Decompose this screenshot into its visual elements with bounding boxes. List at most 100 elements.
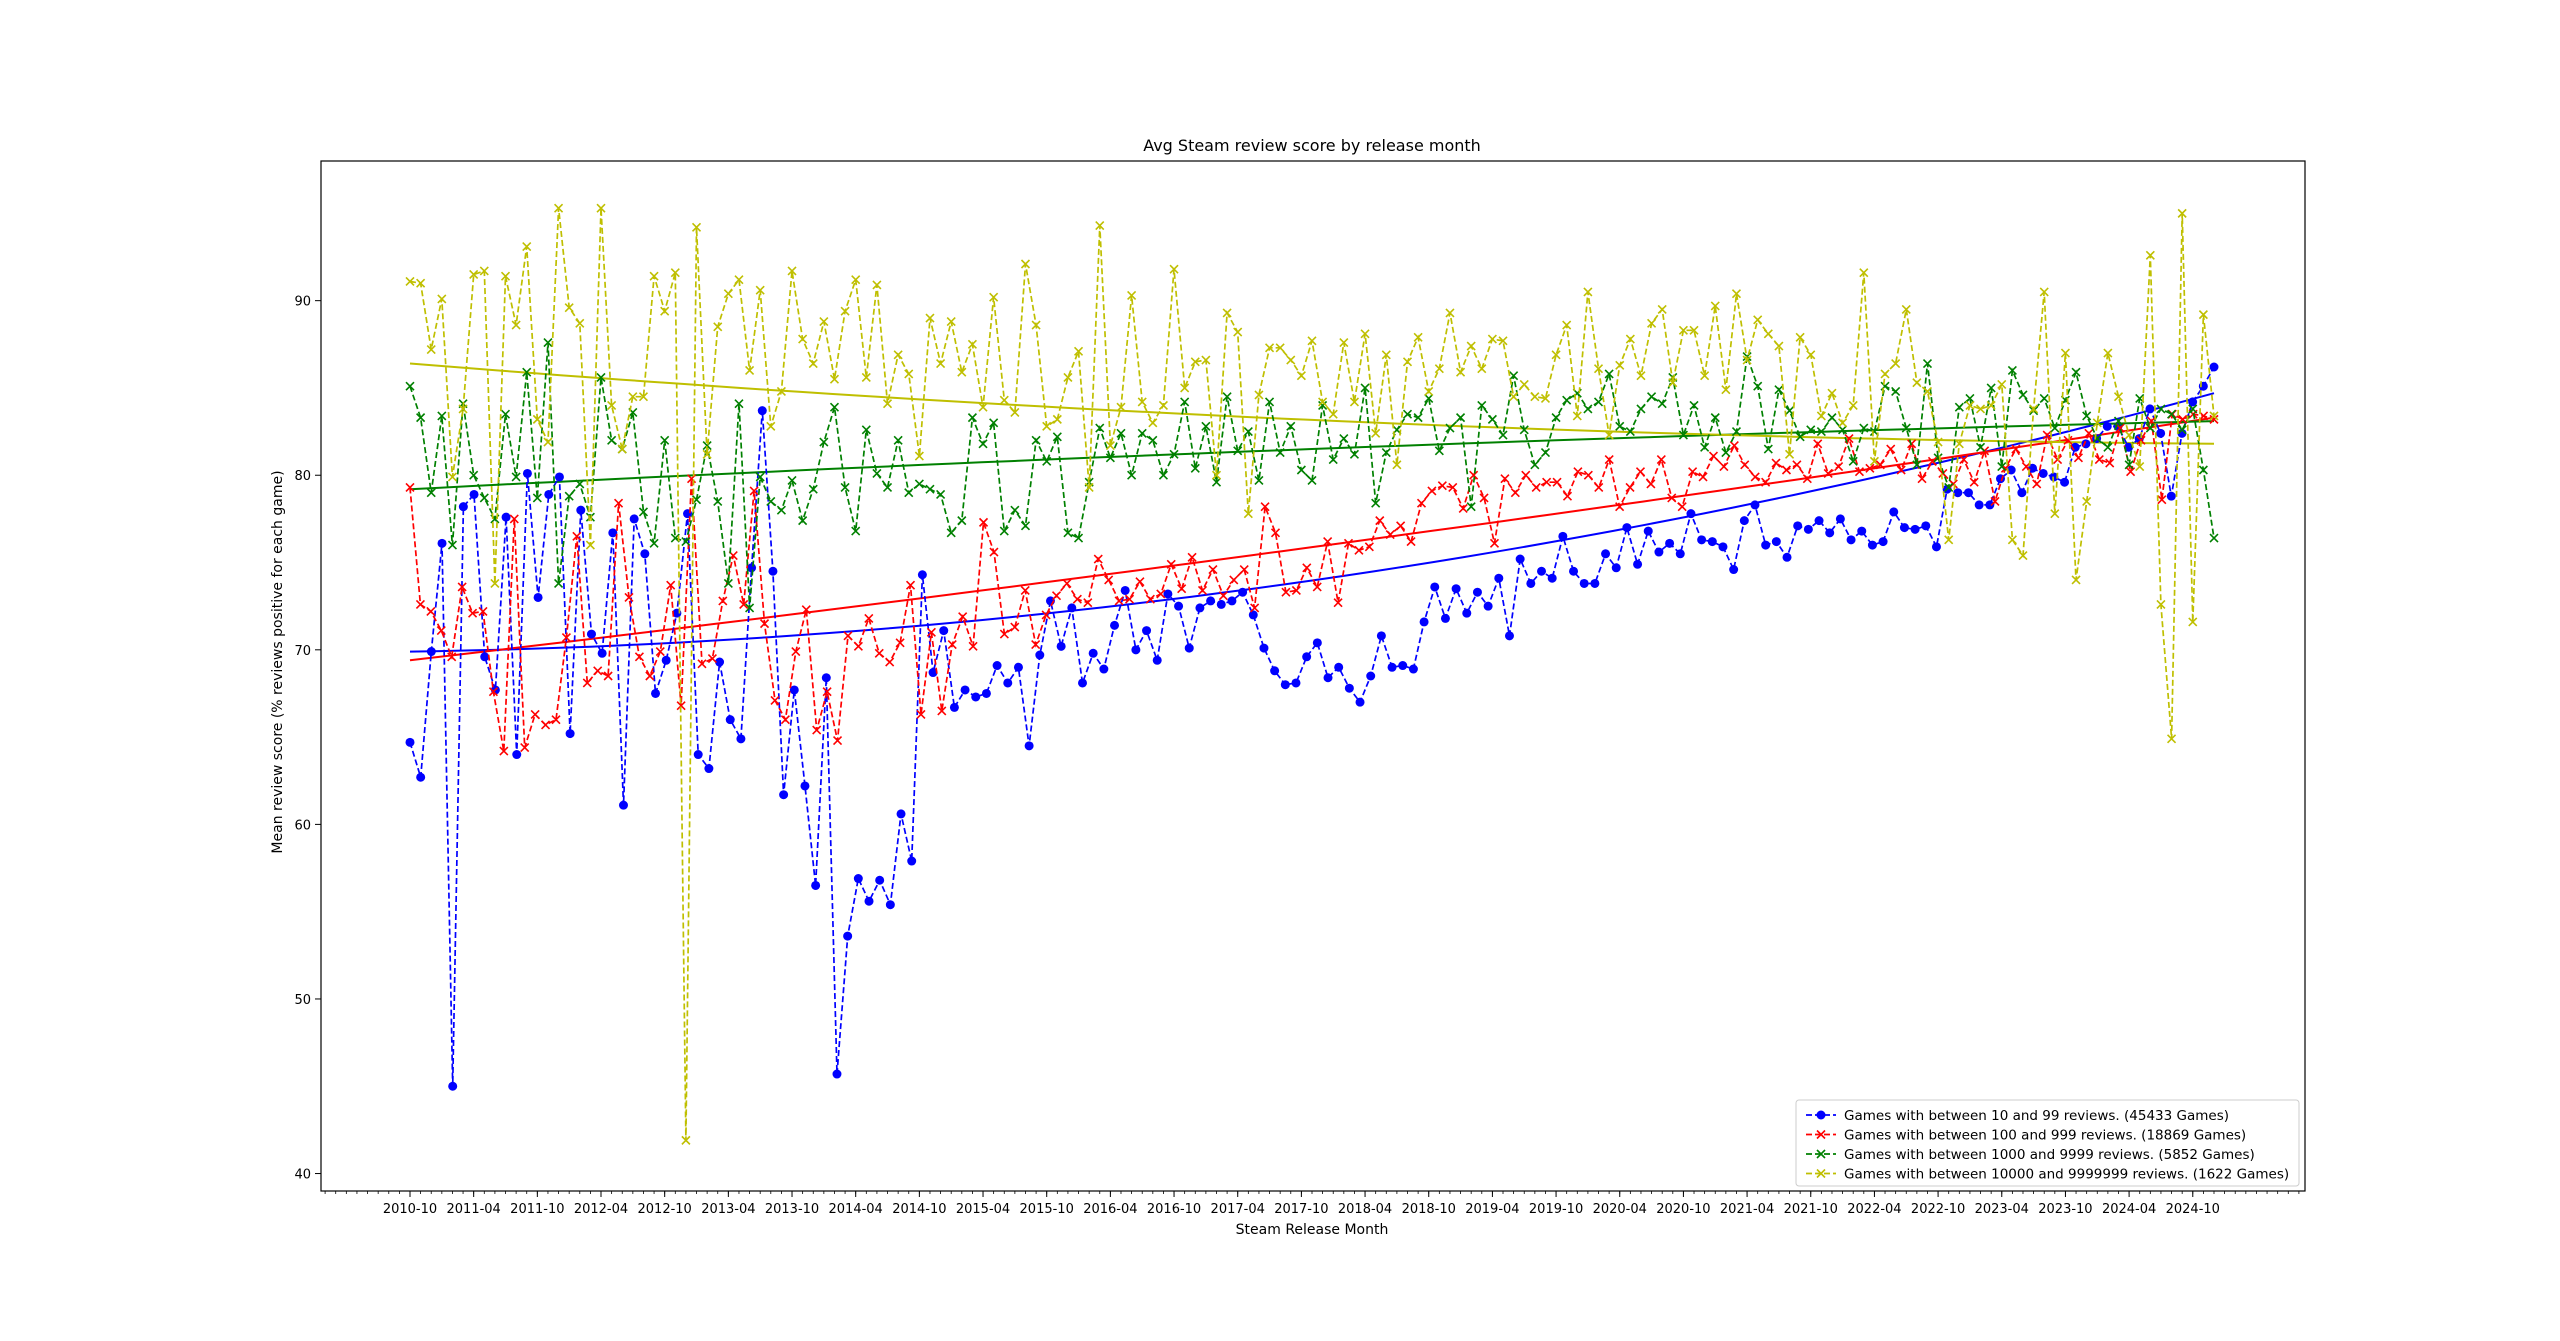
data-point <box>780 715 790 725</box>
data-point <box>713 322 723 332</box>
data-point <box>1180 383 1190 393</box>
data-point <box>1201 355 1211 365</box>
data-point <box>1753 315 1763 325</box>
data-point <box>1114 596 1124 606</box>
data-point <box>1774 341 1784 351</box>
data-point <box>2124 430 2134 440</box>
data-point <box>1583 287 1593 297</box>
data-point <box>812 725 822 735</box>
data-point <box>469 489 479 499</box>
data-point <box>2071 367 2081 377</box>
data-point <box>734 399 744 409</box>
data-point <box>1921 521 1931 531</box>
data-point <box>736 734 746 744</box>
data-point <box>561 633 571 643</box>
data-point <box>1572 411 1582 421</box>
x-tick-label: 2023-10 <box>2038 1202 2092 1217</box>
data-point <box>565 729 575 739</box>
data-point <box>925 484 935 494</box>
data-point <box>1381 447 1391 458</box>
data-point <box>660 306 670 316</box>
data-point <box>1445 308 1455 318</box>
data-point <box>2177 425 2187 435</box>
data-point <box>840 482 850 493</box>
data-point <box>2084 428 2094 438</box>
data-point <box>1334 662 1344 672</box>
data-point <box>1233 327 1243 337</box>
data-point <box>1965 393 1975 403</box>
data-point <box>1750 472 1760 482</box>
data-point <box>1190 357 1200 367</box>
data-point <box>1954 439 1964 449</box>
data-point <box>405 737 415 747</box>
data-point <box>702 449 712 459</box>
data-point <box>1625 427 1635 437</box>
data-point <box>1547 573 1557 583</box>
data-point <box>851 526 861 536</box>
data-point <box>447 540 458 550</box>
data-point <box>1542 477 1552 487</box>
data-point <box>1593 364 1604 374</box>
data-point <box>1124 594 1135 604</box>
data-point <box>1010 622 1020 632</box>
data-point <box>1376 631 1386 641</box>
legend-marker <box>1816 1129 1826 1140</box>
data-point <box>1656 454 1666 465</box>
data-point <box>1302 652 1312 662</box>
data-point <box>791 646 801 657</box>
data-point <box>715 657 725 667</box>
data-point <box>1413 332 1423 342</box>
data-point <box>1307 475 1317 486</box>
data-point <box>1339 434 1349 444</box>
data-point <box>447 472 458 482</box>
data-point <box>480 652 490 662</box>
data-point <box>553 578 564 589</box>
data-point <box>819 437 829 447</box>
data-point <box>1177 584 1187 594</box>
data-point <box>1500 474 1510 484</box>
data-point <box>1259 643 1269 653</box>
data-point <box>1802 474 1812 484</box>
data-point <box>1494 573 1504 583</box>
x-tick-label: 2022-10 <box>1911 1202 1965 1217</box>
data-point <box>532 414 542 424</box>
data-point <box>1816 411 1826 421</box>
data-point <box>543 337 553 348</box>
data-point <box>1477 364 1487 374</box>
data-point <box>1795 432 1805 442</box>
data-point <box>875 875 885 885</box>
data-point <box>1708 451 1719 461</box>
data-point <box>1127 290 1137 300</box>
data-point <box>1615 360 1625 370</box>
data-point <box>2198 310 2208 320</box>
legend-label: Games with between 10 and 99 reviews. (4… <box>1844 1108 2229 1124</box>
data-point <box>1010 407 1020 417</box>
data-point <box>1814 516 1824 526</box>
data-point <box>681 1135 691 1145</box>
data-point <box>1020 585 1030 596</box>
data-point <box>2166 409 2177 419</box>
data-point <box>2071 575 2081 585</box>
data-point <box>1625 334 1635 344</box>
data-point <box>1678 325 1688 335</box>
data-point <box>2126 467 2136 477</box>
data-point <box>1024 741 1034 751</box>
data-point <box>582 678 592 688</box>
data-point <box>1472 587 1482 597</box>
data-point <box>479 493 489 503</box>
x-tick-label: 2011-04 <box>447 1202 501 1217</box>
data-point <box>2060 477 2070 487</box>
data-point <box>1562 320 1572 330</box>
data-point <box>1291 678 1301 688</box>
data-point <box>917 570 927 580</box>
data-point <box>511 320 521 330</box>
data-point <box>1424 393 1434 403</box>
data-point <box>1635 467 1646 477</box>
data-point <box>1312 638 1322 648</box>
data-point <box>1761 477 1771 487</box>
data-point <box>1013 662 1023 672</box>
data-point <box>1448 482 1458 493</box>
data-point <box>1229 575 1239 585</box>
data-point <box>1227 596 1237 606</box>
x-tick-label: 2018-04 <box>1338 1202 1392 1217</box>
